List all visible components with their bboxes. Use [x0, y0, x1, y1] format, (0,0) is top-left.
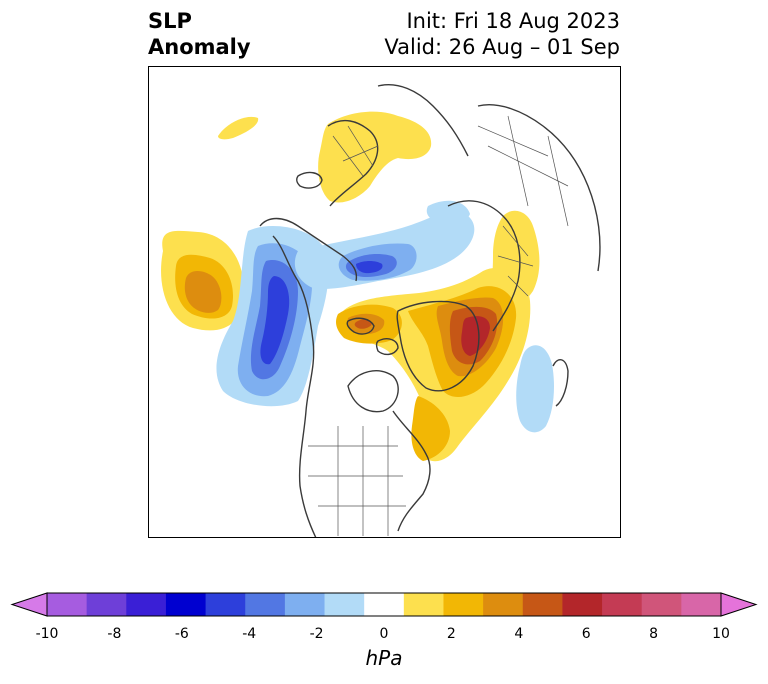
title-variable-line2: Anomaly — [148, 35, 251, 59]
colorbar-extend-max — [720, 592, 758, 617]
colorbar-segment — [126, 593, 167, 616]
beaufort-low — [294, 200, 475, 289]
title-variable-line1: SLP — [148, 9, 192, 33]
init-date: Init: Fri 18 Aug 2023 — [406, 9, 620, 33]
colorbar-tick-label: -8 — [107, 626, 122, 642]
colorbar-segment — [86, 593, 127, 616]
colorbar-segment — [324, 593, 365, 616]
colorbar-segment — [522, 593, 563, 616]
political-borders — [308, 115, 569, 536]
colorbar-segment — [602, 593, 643, 616]
colorbar — [10, 592, 758, 617]
colorbar-segment — [284, 593, 326, 616]
colorbar-segment — [681, 593, 722, 616]
colorbar-segment — [562, 593, 603, 616]
colorbar-segment — [47, 593, 88, 616]
colorbar-tick-label: 0 — [379, 626, 389, 642]
colorbar-extend-min — [10, 592, 48, 617]
colorbar-units: hPa — [365, 646, 403, 670]
map-panel — [148, 66, 621, 538]
colorbar-segment — [364, 593, 405, 616]
mid-atlantic-low — [516, 345, 554, 433]
coastlines — [259, 84, 601, 538]
colorbar-segment — [403, 593, 444, 616]
colorbar-tick-label: 2 — [446, 626, 456, 642]
colorbar-tick-label: 8 — [649, 626, 659, 642]
scandinavia-high — [318, 111, 432, 203]
north-pacific-high — [161, 230, 245, 331]
chart-dates: Init: Fri 18 Aug 2023 Valid: 26 Aug – 01… — [384, 8, 620, 60]
colorbar-segment — [165, 593, 207, 616]
colorbar-tick-label: -4 — [242, 626, 257, 642]
colorbar-outline — [46, 592, 722, 617]
colorbar-segment — [483, 593, 524, 616]
colorbar-tick-label: 4 — [514, 626, 524, 642]
canadian-archipelago-high — [336, 304, 402, 344]
colorbar-tick-label: -6 — [174, 626, 189, 642]
colorbar-segment — [245, 593, 286, 616]
valid-dates: Valid: 26 Aug – 01 Sep — [384, 35, 620, 59]
colorbar-segment — [443, 593, 484, 616]
bering-high — [218, 116, 259, 140]
colorbar-tick-label: 10 — [712, 626, 730, 642]
colorbar-segment — [641, 593, 682, 616]
colorbar-tick-label: -10 — [35, 626, 59, 642]
colorbar-tick-label: -2 — [309, 626, 324, 642]
chart-title: SLP Anomaly — [148, 8, 251, 60]
colorbar-segment — [205, 593, 246, 616]
colorbar-tick-label: 6 — [581, 626, 591, 642]
